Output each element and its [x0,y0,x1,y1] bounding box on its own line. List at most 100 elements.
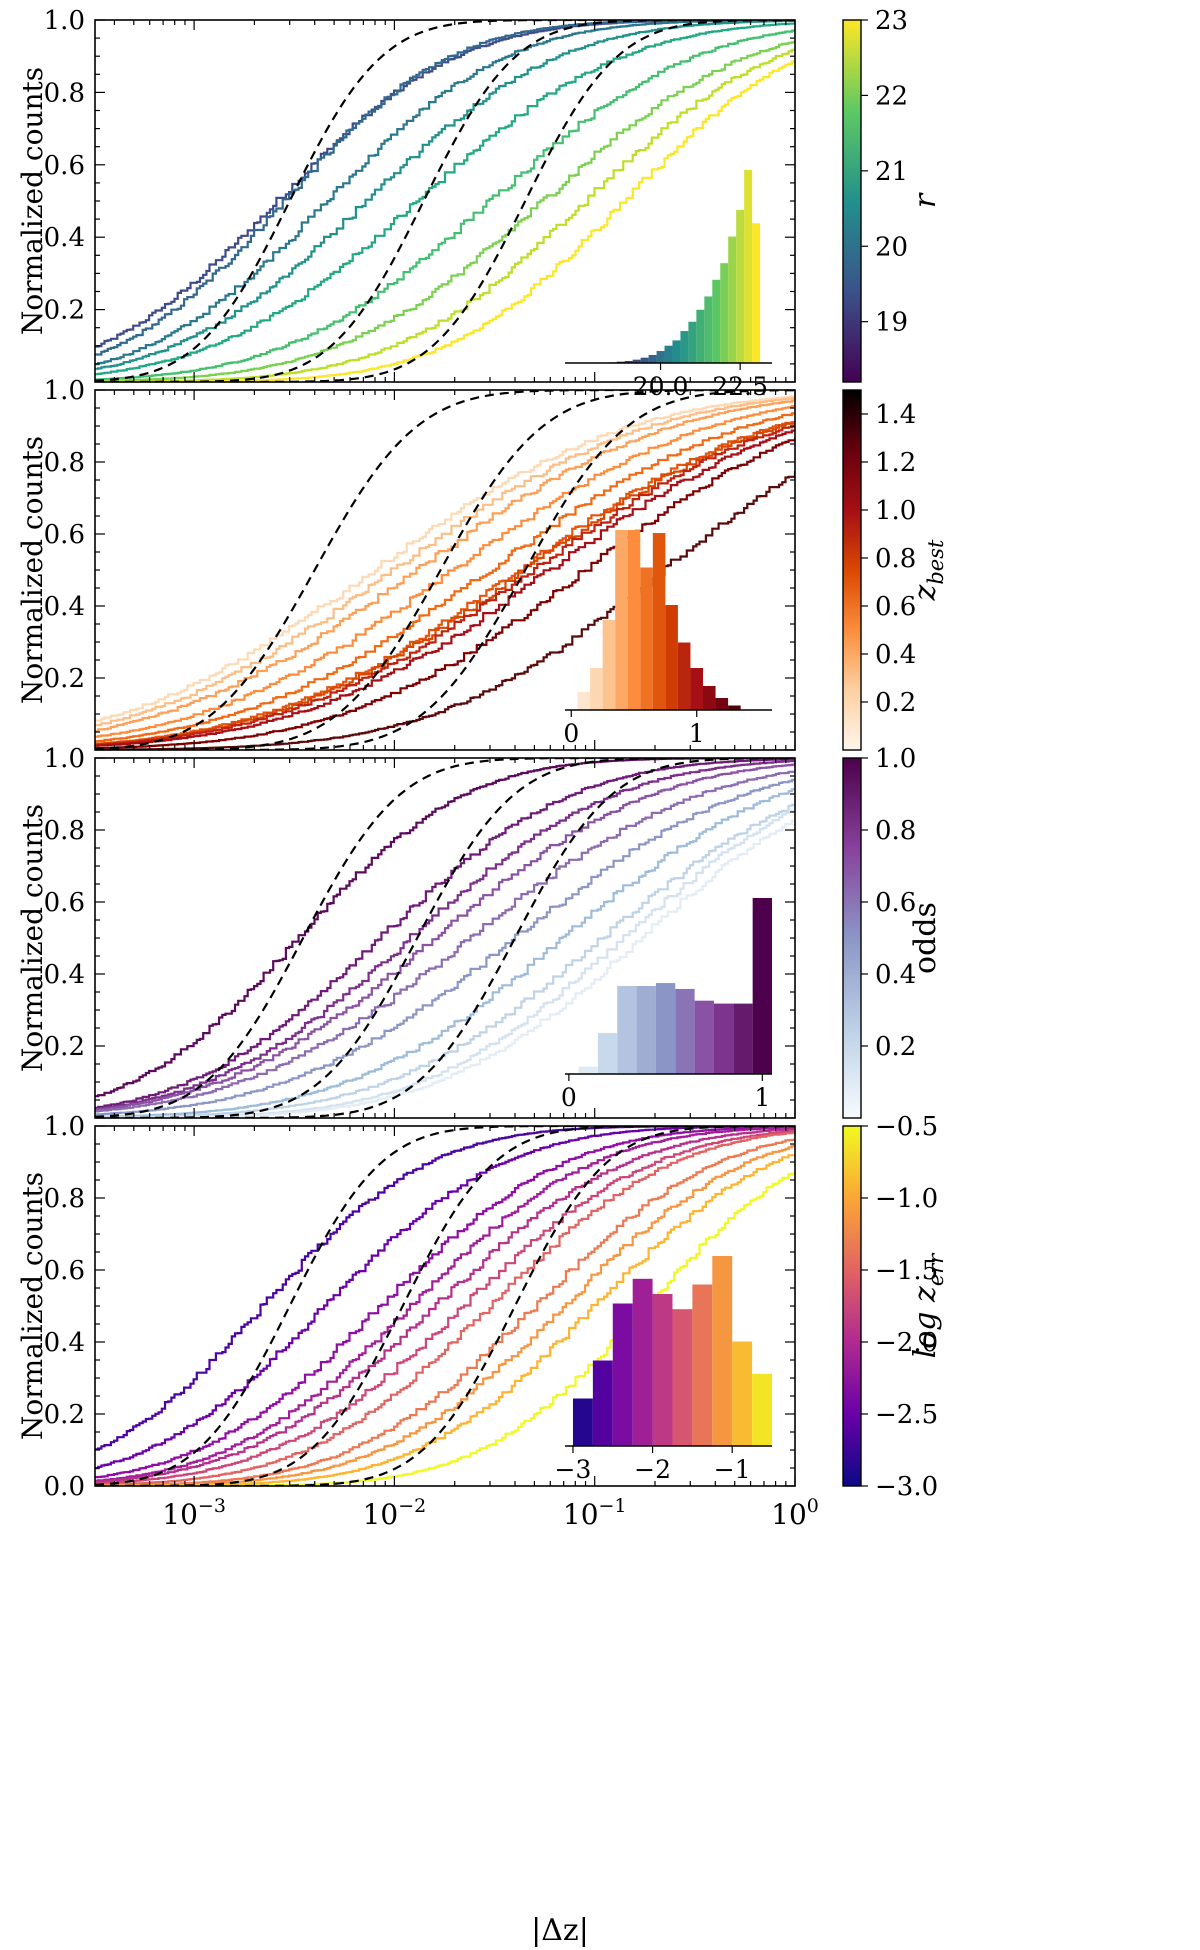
histogram-bar [690,668,703,710]
reference-dashed-gaussian-1 [95,390,795,750]
inset-tick-label: −2 [634,1455,671,1484]
y-tick-label: 0.4 [44,960,85,990]
series-curve-z=0.8 [95,425,795,746]
colorbar-tick-label: −0.5 [875,1112,938,1142]
series-curve-z=0.1 [95,395,795,722]
series-curve-r=20.0 [95,20,795,366]
y-tick-label: 0.4 [44,223,85,253]
series-curve-r=22.0 [95,40,795,382]
x-tick-label: 10−3 [162,1495,226,1531]
series-curve-logzerr=-1.5 [95,1131,795,1486]
histogram-bar [612,1303,633,1446]
colorbar-tick-label: 1.0 [875,744,916,774]
reference-dashed-gaussian-2 [95,1126,795,1486]
histogram-bar [665,605,678,710]
histogram-bar [728,705,741,710]
reference-dashed-gaussian-1 [95,758,795,1118]
series-curve-logzerr=-2.4 [95,1126,795,1479]
series-curve-r=21.5 [95,29,795,381]
histogram-bar [664,345,673,363]
histogram-bar [636,986,656,1074]
colorbar-tick-label: 1.2 [875,448,916,478]
histogram-bar [590,668,603,710]
histogram-bar [752,1373,772,1446]
y-axis-label: Normalized counts [16,436,49,704]
histogram-bar [655,983,676,1074]
histogram-bar [736,209,745,363]
histogram-bar [632,1278,653,1446]
y-tick-label: 0.6 [44,1256,85,1286]
colorbar-tick-label: 19 [875,308,908,338]
y-tick-label: 0.4 [44,1328,85,1358]
series-curve-logzerr=-2.6 [95,1126,795,1470]
colorbar-label-main: z [908,584,943,601]
histogram-bar [656,351,665,363]
histogram-bar [752,223,761,363]
histogram-bar [602,620,616,710]
series-curve-r=20.5 [95,20,795,370]
curves-group [95,1126,795,1486]
colorbar-tick-label: 1.0 [875,496,916,526]
colorbar-tick-label: −2.5 [875,1400,938,1430]
series-curve-logzerr=-2.0 [95,1128,795,1483]
colorbar-tick-label: −1.0 [875,1184,938,1214]
histogram-bar [712,279,721,363]
colorbar-tick-label: 0.6 [875,592,916,622]
y-tick-label: 0.4 [44,592,85,622]
histogram-bar [713,1003,734,1074]
histogram-bar [652,533,666,710]
histogram-bar [597,1032,618,1074]
y-tick-label: 0.8 [44,1184,85,1214]
colorbar-tick-label: 0.2 [875,1032,916,1062]
panel-4: 0.0 0.2 0.4 0.6 0.8 1.0 Normalized counts 10−3 1… [16,1112,948,1531]
histogram-bar [617,986,637,1074]
colorbar-tick-label: −3.0 [875,1472,938,1502]
series-curve-r=21.0 [95,22,795,376]
series-curve-z=0.4 [95,405,795,738]
colorbar-tick-label: 0.8 [875,544,916,574]
histogram-bar [720,263,729,363]
colorbar-label-main: log z [908,1286,943,1358]
series-curve-odds=0.1 [95,819,795,1118]
histogram-bar [677,642,691,710]
colorbar-tick-label: 0.4 [875,640,916,670]
series-curve-z=0.2 [95,397,795,727]
colorbar [843,390,861,750]
x-tick-label: 10−1 [563,1495,627,1531]
inset-tick-label: 0 [563,719,579,748]
y-tick-label: 1.0 [44,1112,85,1142]
colorbar-label: log zerr [908,1252,948,1359]
series-curve-z=0.9 [95,429,795,747]
histogram-bar [733,1003,753,1074]
histogram-bar [672,340,681,363]
histogram-bar [572,1398,593,1446]
y-tick-label: 0.6 [44,520,85,550]
series-curve-odds=0.6 [95,770,795,1113]
histogram-bar [652,1294,673,1446]
colorbar-tick-label: 0.6 [875,888,916,918]
y-tick-label: 0.0 [44,1472,85,1502]
histogram-bar [715,698,729,710]
histogram-bar [744,170,753,363]
inset-tick-label: −1 [714,1455,751,1484]
colorbar-tick-label: 1.4 [875,400,916,430]
colorbar-label-sub: best [924,539,948,585]
colorbar-tick-label: 0.2 [875,688,916,718]
colorbar-frame [842,1125,862,1487]
series-curve-logzerr=-1.8 [95,1130,795,1485]
reference-dashed-gaussian-3 [95,1126,795,1486]
histogram-bar [732,1341,753,1446]
colorbar-tick-label: 21 [875,157,908,187]
colorbar [843,20,861,382]
reference-dashed-gaussian-1 [95,20,795,382]
histogram-bar [577,692,591,710]
reference-dashed-gaussian-3 [95,20,795,382]
series-curve-z=1.0 [95,437,795,750]
histogram-bar [692,1284,713,1446]
colorbar-frame [842,19,862,383]
colorbar-tick-label: −1.5 [875,1256,938,1286]
y-tick-label: 0.8 [44,448,85,478]
